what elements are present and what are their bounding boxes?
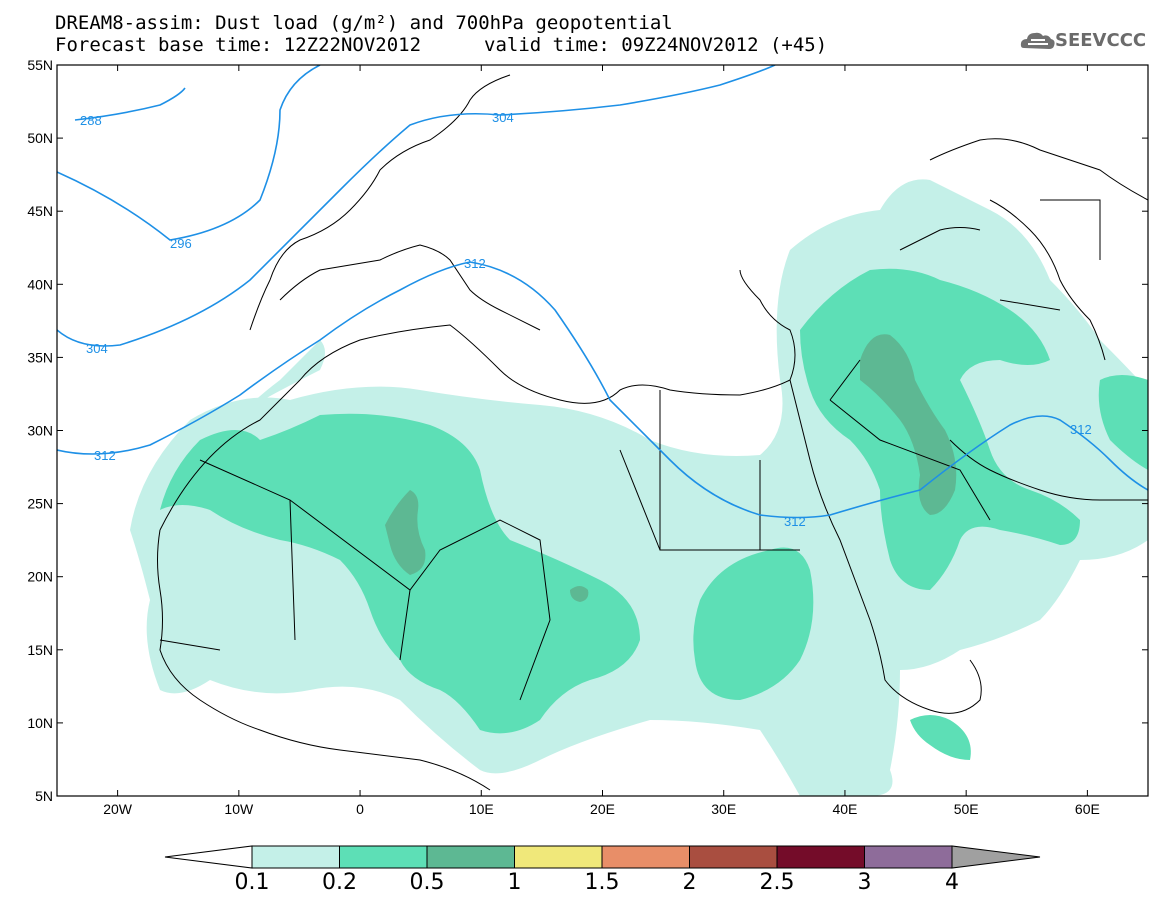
contour-labels: 288 296 304 304 312 312 312 312 (80, 110, 1092, 529)
lon-label: 50E (954, 801, 979, 817)
lon-label: 40E (832, 801, 857, 817)
lat-label: 5N (35, 788, 53, 804)
lat-label: 15N (27, 642, 53, 658)
lat-label: 20N (27, 569, 53, 585)
lat-label: 40N (27, 276, 53, 292)
contour-label-312-west: 312 (94, 448, 116, 463)
lat-label: 50N (27, 130, 53, 146)
lon-label: 60E (1075, 801, 1100, 817)
lat-label: 10N (27, 715, 53, 731)
colorbar-swatch (514, 845, 603, 869)
lon-label: 10W (224, 801, 254, 817)
contour-label-296: 296 (170, 236, 192, 251)
forecast-base-time: Forecast base time: 12Z22NOV2012 (55, 34, 422, 56)
colorbar-level-label: 1 (507, 870, 522, 895)
colorbar-over-triangle (951, 845, 1041, 869)
lat-label: 25N (27, 496, 53, 512)
lon-label: 30E (711, 801, 736, 817)
colorbar-level-label: 1.5 (584, 870, 620, 895)
colorbar-under-triangle (164, 845, 253, 869)
colorbar-level-label: 0.1 (234, 870, 270, 895)
logo-text: SEEVCCC (1055, 30, 1147, 51)
cloud-logo-icon (1020, 32, 1055, 49)
colorbar-level-label: 2.5 (759, 870, 795, 895)
contour-label-304-north: 304 (492, 110, 514, 125)
lon-label: 20W (103, 801, 133, 817)
colorbar (164, 845, 1041, 869)
contour-label-288: 288 (80, 113, 102, 128)
valid-time: valid time: 09Z24NOV2012 (+45) (484, 34, 828, 56)
contour-label-312-med: 312 (464, 256, 486, 271)
colorbar-level-label: 2 (682, 870, 697, 895)
colorbar-swatch (426, 845, 515, 869)
contour-label-304-west: 304 (86, 341, 108, 356)
contour-label-312-east: 312 (1070, 422, 1092, 437)
lat-label: 35N (27, 349, 53, 365)
lon-label: 20E (590, 801, 615, 817)
colorbar-swatch (776, 845, 865, 869)
colorbar-level-label: 0.5 (409, 870, 445, 895)
colorbar-level-label: 0.2 (322, 870, 357, 895)
lat-label: 30N (27, 423, 53, 439)
colorbar-swatch (689, 845, 778, 869)
contour-label-312-arabia: 312 (784, 514, 806, 529)
lon-label: 0 (356, 801, 364, 817)
colorbar-swatch (864, 845, 953, 869)
colorbar-level-label: 3 (857, 870, 872, 895)
lat-label: 55N (27, 57, 53, 73)
lat-label: 45N (27, 203, 53, 219)
colorbar-swatch (339, 845, 428, 869)
colorbar-level-label: 4 (945, 870, 959, 895)
map-title: DREAM8-assim: Dust load (g/m²) and 700hP… (55, 12, 673, 34)
colorbar-swatch (251, 845, 340, 869)
latitude-labels: 55N 50N 45N 40N 35N 30N 25N 20N 15N 10N 5N (27, 57, 53, 804)
dust-shading-dark (385, 334, 957, 602)
geopotential-contours (57, 65, 1148, 519)
longitude-labels: 20W 10W 0 10E 20E 30E 40E 50E 60E (103, 801, 1100, 817)
axis-ticks (57, 64, 1148, 797)
coastlines (157, 74, 1148, 791)
colorbar-swatch (601, 845, 690, 869)
lon-label: 10E (469, 801, 494, 817)
